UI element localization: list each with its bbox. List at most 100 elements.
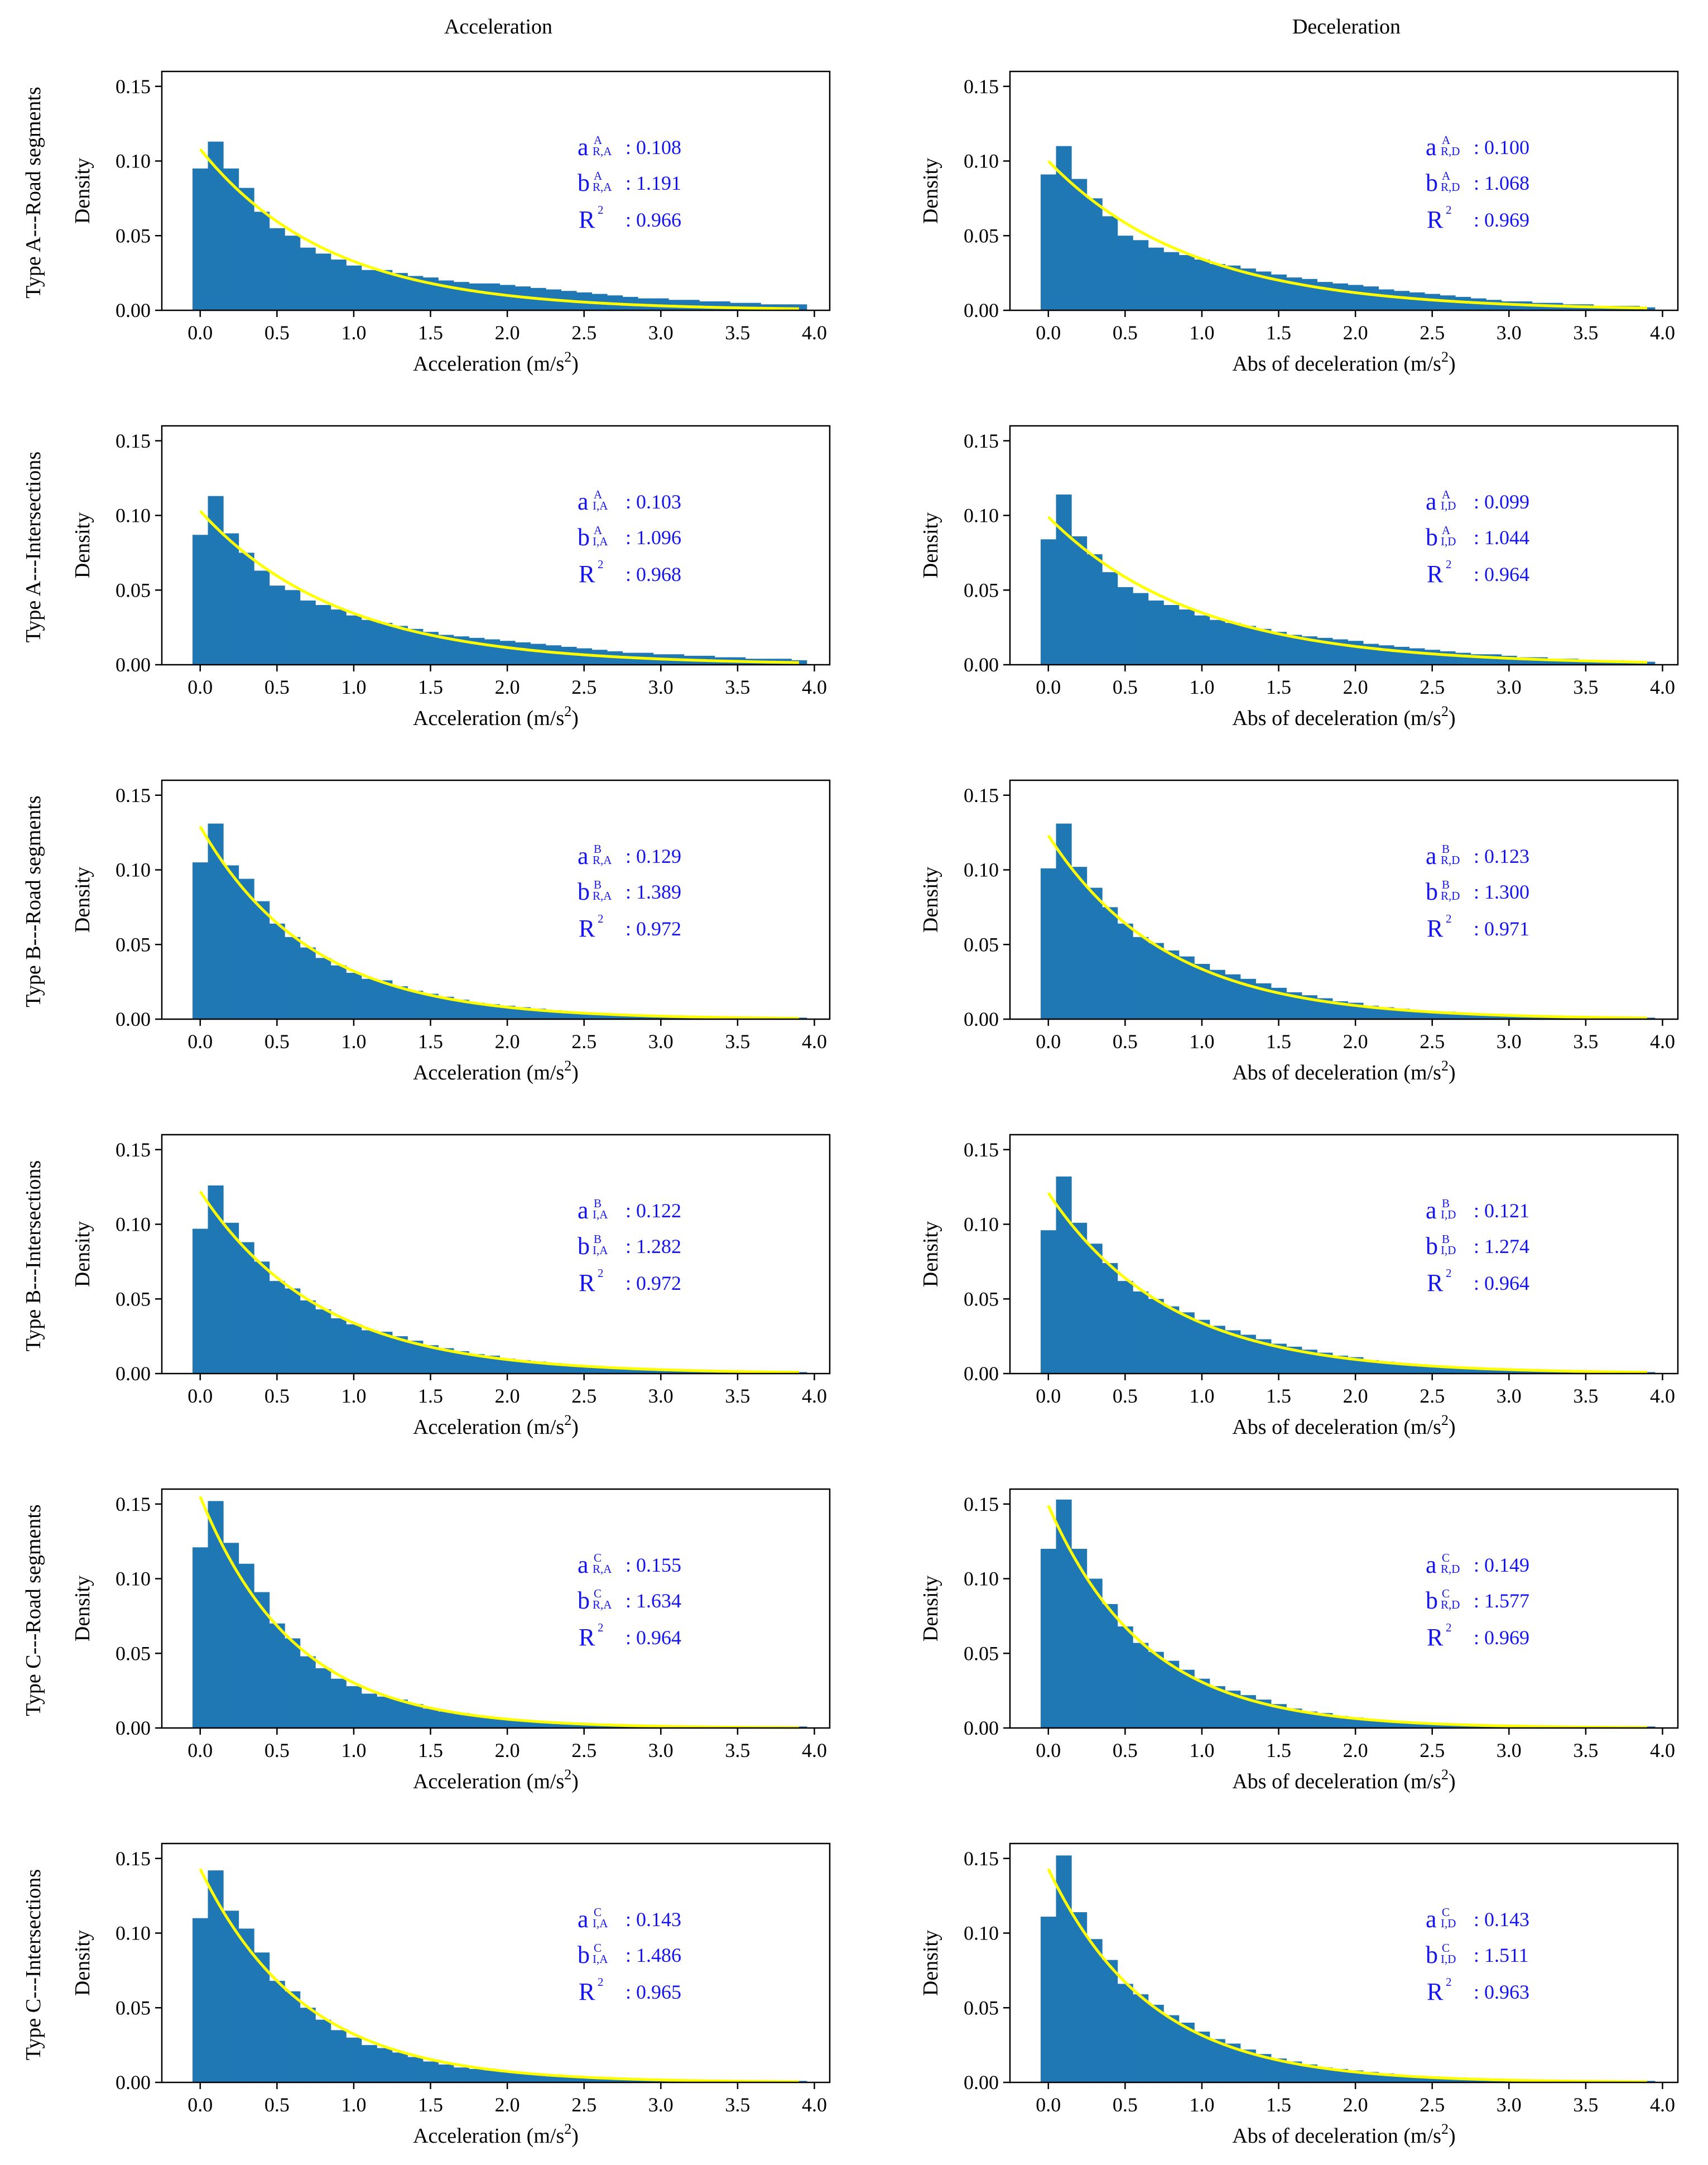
y-tick-label: 0.10 (116, 1213, 151, 1236)
row-title-type-c-intersections: Type C---Intersections (22, 1869, 45, 2060)
svg-text:R,A: R,A (593, 853, 612, 867)
column-title-deceleration: Deceleration (1292, 15, 1401, 39)
svg-text:I,A: I,A (593, 1917, 608, 1930)
y-tick-label: 0.05 (964, 933, 999, 956)
svg-text:: 0.129: : 0.129 (626, 845, 681, 867)
y-tick-label: 0.10 (964, 1213, 999, 1236)
histogram-bar (1302, 279, 1317, 310)
histogram-bar (1118, 924, 1133, 1019)
histogram-bar (392, 2053, 408, 2083)
histogram-bar (1102, 1263, 1118, 1374)
x-tick-label: 1.0 (341, 1030, 366, 1053)
histogram-bar (300, 948, 316, 1019)
x-tick-label: 1.5 (1266, 676, 1291, 698)
histogram-bar (546, 645, 561, 665)
svg-text:: 0.971: : 0.971 (1474, 918, 1529, 940)
param-a: a BR,A: 0.129 (578, 842, 681, 870)
x-tick-label: 0.5 (1113, 676, 1138, 698)
x-tick-label: 0.5 (1113, 1739, 1138, 1761)
svg-text:: 0.121: : 0.121 (1474, 1199, 1529, 1222)
y-tick-label: 0.15 (964, 430, 999, 452)
histogram-bar (254, 570, 270, 665)
x-tick-label: 4.0 (1650, 676, 1675, 698)
histogram-bar (1194, 616, 1210, 665)
svg-text:b: b (578, 169, 590, 196)
svg-text:R: R (579, 1624, 595, 1651)
histogram-bar (1163, 252, 1179, 310)
histogram-bar (300, 2008, 316, 2082)
x-tick-label: 1.0 (1189, 1739, 1214, 1761)
svg-text:: 0.969: : 0.969 (1474, 209, 1529, 231)
x-axis-label: Acceleration (m/s2) (413, 1058, 579, 1084)
fit-parameters: a AI,D: 0.099b AI,D: 1.044R 2: 0.964 (1426, 488, 1529, 588)
param-a: a AR,A: 0.108 (578, 133, 681, 161)
histogram-bar (1071, 1912, 1087, 2082)
param-r2: R2: 0.963 (1427, 1975, 1529, 2005)
y-axis-label: Density (919, 1221, 942, 1287)
histogram-bar (1087, 1244, 1103, 1374)
y-tick-label: 0.10 (964, 1922, 999, 1945)
x-tick-label: 3.0 (1497, 2094, 1522, 2116)
x-tick-label: 2.0 (1343, 1385, 1368, 1407)
histogram-bar (1118, 1984, 1133, 2082)
x-tick-label: 2.5 (571, 321, 596, 344)
histogram-bar (1118, 236, 1133, 310)
x-tick-label: 0.0 (1036, 676, 1061, 698)
histogram-bar (362, 1330, 377, 1374)
x-tick-label: 1.0 (341, 321, 366, 344)
x-tick-label: 0.5 (264, 2094, 290, 2116)
x-tick-label: 3.0 (648, 1739, 673, 1761)
histogram-bar (469, 2069, 484, 2082)
x-tick-label: 0.5 (1113, 321, 1138, 344)
histogram-bar (1102, 1960, 1118, 2082)
svg-text:b: b (578, 1941, 590, 1969)
x-tick-label: 1.0 (341, 676, 366, 698)
histogram-bar (223, 1223, 239, 1374)
histogram-bar (1179, 255, 1195, 310)
svg-text:R,D: R,D (1441, 853, 1460, 867)
histogram-bar (315, 958, 331, 1019)
histogram-bar (193, 1547, 208, 1728)
y-axis-label: Density (71, 867, 94, 933)
panel-1-1: 0.000.050.100.150.0 0.5 1.0 1.5 2.0 2.5 3.0 3.5… (919, 426, 1678, 730)
histogram-bar (1056, 1500, 1072, 1728)
x-tick-label: 3.5 (1573, 1030, 1598, 1053)
x-tick-label: 2.0 (495, 1030, 520, 1053)
histogram-bar (1225, 266, 1240, 310)
svg-text:b: b (578, 1232, 590, 1260)
svg-text:R: R (579, 1269, 595, 1297)
histogram-bar (270, 1624, 285, 1728)
svg-text:a: a (1426, 1905, 1437, 1933)
svg-text:I,D: I,D (1441, 1244, 1456, 1257)
svg-text:I,A: I,A (593, 1952, 608, 1966)
histogram-bar (223, 1910, 239, 2082)
x-tick-label: 4.0 (802, 1739, 827, 1761)
histogram-bar (1133, 1292, 1148, 1374)
x-axis-label: Acceleration (m/s2) (413, 703, 579, 730)
histogram-bar (223, 865, 239, 1019)
x-tick-label: 0.0 (187, 676, 213, 698)
histogram-bar (1041, 1917, 1056, 2082)
svg-text:I,A: I,A (593, 499, 608, 512)
x-tick-label: 2.5 (571, 2094, 596, 2116)
y-tick-label: 0.00 (116, 654, 151, 676)
y-tick-label: 0.00 (116, 299, 151, 321)
svg-text:b: b (578, 878, 590, 905)
panel-0-0: 0.000.050.100.150.0 0.5 1.0 1.5 2.0 2.5 3.0 3.5… (71, 71, 830, 376)
histogram-bar (423, 2062, 439, 2082)
svg-text:R,D: R,D (1441, 1598, 1460, 1611)
fit-parameters: a BR,A: 0.129b BR,A: 1.389R 2: 0.972 (578, 842, 681, 942)
x-axis-label: Abs of deceleration (m/s2) (1232, 2121, 1455, 2148)
histogram-bar (239, 553, 254, 665)
fit-parameters: a BI,D: 0.121b BI,D: 1.274R 2: 0.964 (1426, 1197, 1529, 1297)
svg-text:R,D: R,D (1441, 1562, 1460, 1576)
histogram-bar (346, 2038, 362, 2082)
y-tick-label: 0.00 (964, 2071, 999, 2094)
y-tick-label: 0.15 (964, 1139, 999, 1161)
x-tick-label: 2.0 (495, 321, 520, 344)
x-tick-label: 0.5 (264, 1739, 290, 1761)
x-tick-label: 0.0 (187, 1739, 213, 1761)
histogram-bar (315, 605, 331, 665)
